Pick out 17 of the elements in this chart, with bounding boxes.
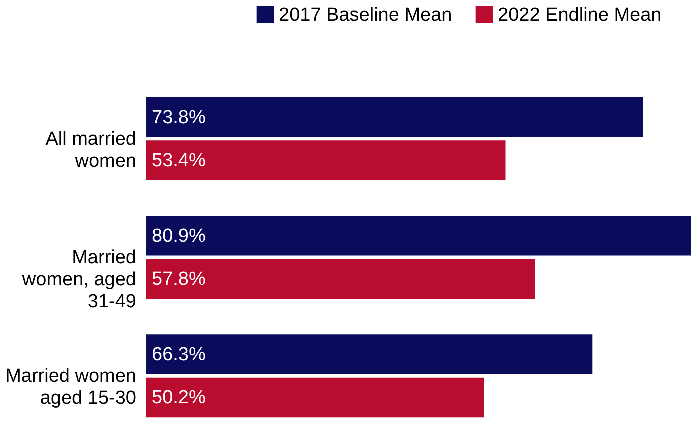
- bar: [146, 378, 484, 418]
- bar: [146, 259, 536, 300]
- data-label: 53.4%: [152, 150, 206, 172]
- data-label: 57.8%: [152, 269, 206, 290]
- legend-label: 2017 Baseline Mean: [279, 4, 452, 26]
- y-tick-label: Married women aged 15-30: [6, 366, 136, 410]
- bar: [146, 216, 691, 256]
- data-label: 80.9%: [152, 226, 206, 247]
- data-label: 73.8%: [152, 107, 206, 128]
- bar: [146, 140, 506, 180]
- y-tick-label: Married women, aged 31-49: [21, 248, 136, 312]
- data-label: 50.2%: [152, 388, 206, 409]
- data-label: 66.3%: [152, 344, 206, 366]
- y-tick-label: All married women: [46, 128, 136, 172]
- bar: [146, 97, 644, 138]
- bar: [146, 334, 593, 374]
- legend-label: 2022 Endline Mean: [498, 4, 662, 26]
